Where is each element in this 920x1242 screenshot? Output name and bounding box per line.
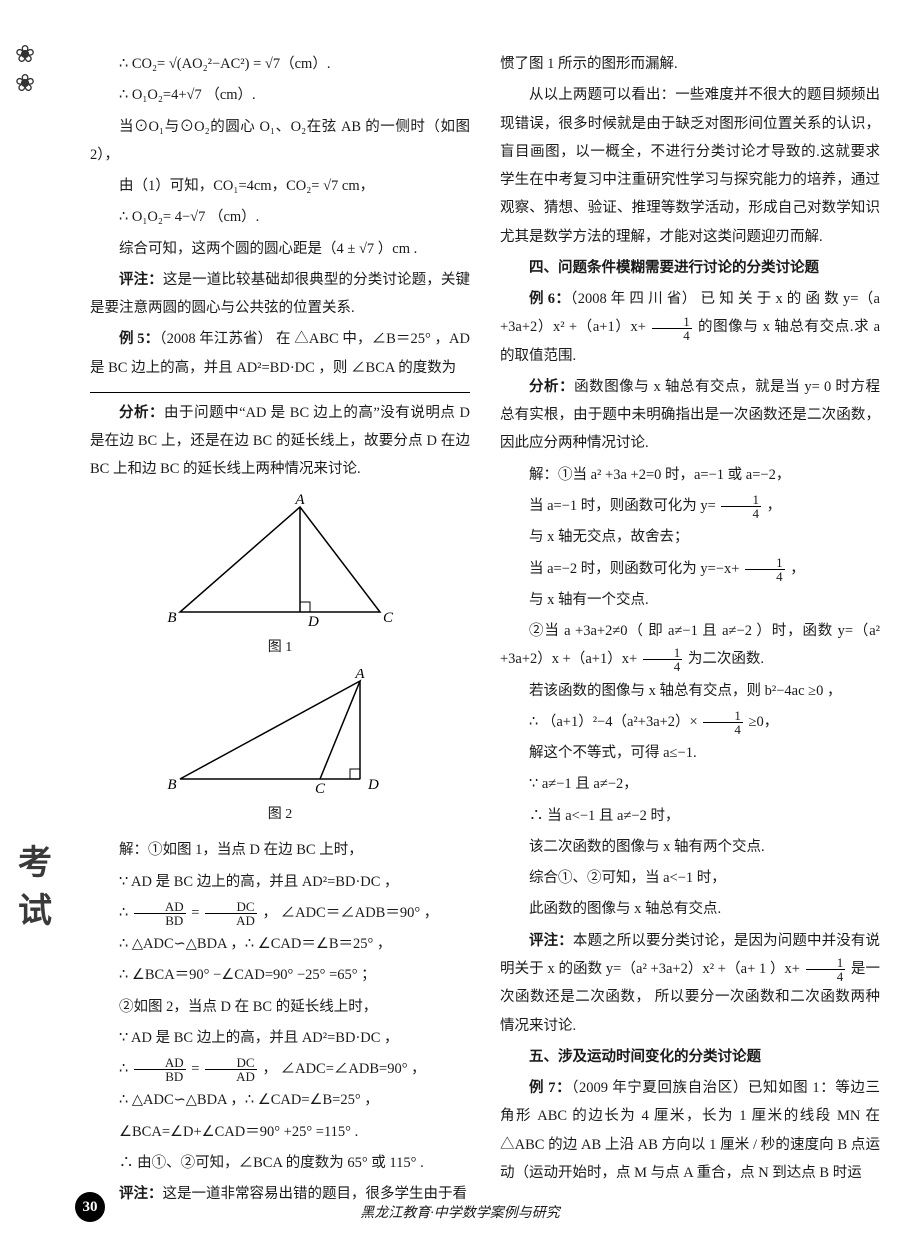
sol-line: ∴ ADBD = DCAD ， ∠ADC=∠ADB=90° ， [90, 1055, 470, 1083]
left-column: ∴ CO₂= √(AO₂²−AC²) = √7（cm）. ∴ O₁O₂=4+√7… [90, 50, 470, 1212]
sol-line: 该二次函数的图像与 x 轴有两个交点. [500, 833, 880, 861]
sol-line: ∴ ∠BCA＝90° −∠CAD=90° −25° =65° ； [90, 961, 470, 989]
footer-journal-title: 黑龙江教育·中学数学案例与研究 [0, 1202, 920, 1222]
vC: C [383, 610, 394, 626]
label-pingzhu: 评注： [529, 933, 573, 949]
label-pingzhu: 评注： [119, 272, 163, 288]
side-char-1: 考 [10, 840, 60, 888]
fraction: ADBD [134, 900, 186, 927]
sol-line: ∵ a≠−1 且 a≠−2， [500, 770, 880, 798]
fraction: 14 [643, 646, 683, 673]
fraction: 14 [806, 956, 846, 983]
label-pingzhu: 评注： [119, 1186, 163, 1202]
sol-line: ②如图 2，当点 D 在 BC 的延长线上时， [90, 993, 470, 1021]
analysis: 分析：由于问题中“AD 是 BC 边上的高”没有说明点 D 是在边 BC 上，还… [90, 399, 470, 484]
fraction: 14 [745, 556, 785, 583]
vD: D [307, 614, 319, 630]
vA: A [294, 492, 305, 508]
analysis: 分析：函数图像与 x 轴总有交点，就是当 y= 0 时方程总有实根，由于题中未明… [500, 373, 880, 458]
label-example: 例 7： [529, 1080, 571, 1096]
sol-line: ②当 a +3a+2≠0（ 即 a≠−1 且 a≠−2 ）时，函数 y=（a² … [500, 617, 880, 674]
sol-line: 若该函数的图像与 x 轴总有交点，则 b²−4ac ≥0 ， [500, 677, 880, 705]
two-column-layout: ∴ CO₂= √(AO₂²−AC²) = √7（cm）. ∴ O₁O₂=4+√7… [90, 50, 880, 1212]
fraction: 14 [703, 709, 743, 736]
fig2-caption: 图 2 [90, 801, 470, 828]
line: 综合可知，这两个圆的圆心距是（4 ± √7 ）cm . [90, 235, 470, 263]
paragraph: 从以上两题可以看出：一些难度并不很大的题目频频出现错误，很多时候就是由于缺乏对图… [500, 81, 880, 251]
sol-line: ∴ （a+1）²−4（a²+3a+2）× 14 ≥0， [500, 708, 880, 736]
fraction: DCAD [205, 1056, 257, 1083]
sol-line: 此函数的图像与 x 轴总有交点. [500, 895, 880, 923]
line: ∴ O₁O₂=4+√7 （cm）. [90, 81, 470, 109]
vB: B [167, 610, 176, 626]
sol-line: ∴ ADBD = DCAD ， ∠ADC＝∠ADB＝90° ， [90, 899, 470, 927]
sol-line: 当 a=−1 时，则函数可化为 y= 14 ， [500, 492, 880, 520]
figure-2: A B C D 图 2 [90, 669, 470, 828]
vC: C [315, 781, 326, 797]
vB: B [167, 777, 176, 793]
fraction: 14 [652, 315, 692, 342]
vA: A [354, 669, 365, 682]
line: ∴ CO₂= √(AO₂²−AC²) = √7（cm）. [90, 50, 470, 78]
sol-line: 当 a=−2 时，则函数可化为 y=−x+ 14 ， [500, 555, 880, 583]
side-char-2: 试 [10, 888, 60, 936]
sol-line: 与 x 轴无交点，故舍去； [500, 523, 880, 551]
fig1-caption: 图 1 [90, 634, 470, 661]
side-section-label: 考 试 [10, 840, 60, 935]
answer-blank [90, 386, 470, 393]
example-5: 例 5：（2008 年江苏省） 在 △ABC 中，∠B＝25° ，AD 是 BC… [90, 325, 470, 382]
fraction: 14 [721, 493, 761, 520]
fraction: ADBD [134, 1056, 186, 1083]
fraction: DCAD [205, 900, 257, 927]
ornament-glyph-2: ❀ [15, 71, 35, 97]
commentary: 评注：这是一道比较基础却很典型的分类讨论题，关键是要注意两圆的圆心与公共弦的位置… [90, 266, 470, 323]
sol-line: ∵ AD 是 BC 边上的高，并且 AD²=BD·DC ， [90, 1024, 470, 1052]
sol-line: ∴ △ADC∽△BDA ，∴ ∠CAD=∠B=25° ， [90, 1086, 470, 1114]
sol-line: 解这个不等式，可得 a≤−1. [500, 739, 880, 767]
sol-line: 解：①如图 1，当点 D 在边 BC 上时， [90, 836, 470, 864]
line: 当⊙O₁与⊙O₂的圆心 O₁、O₂在弦 AB 的一侧时（如图 2）， [90, 113, 470, 170]
section-heading-5: 五、涉及运动时间变化的分类讨论题 [500, 1043, 880, 1071]
line: ∴ O₁O₂= 4−√7 （cm）. [90, 203, 470, 231]
example-7: 例 7：（2009 年宁夏回族自治区）已知如图 1：等边三角形 ABC 的边长为… [500, 1074, 880, 1187]
sol-line: ∴ 由①、②可知，∠BCA 的度数为 65° 或 115° . [90, 1149, 470, 1177]
figure-1: A B C D 图 1 [90, 492, 470, 661]
label-fenxi: 分析： [529, 379, 574, 395]
example-6: 例 6：（2008 年 四 川 省） 已 知 关 于 x 的 函 数 y=（a … [500, 285, 880, 370]
line: 惯了图 1 所示的图形而漏解. [500, 50, 880, 78]
sol-line: ∴ 当 a<−1 且 a≠−2 时， [500, 802, 880, 830]
corner-ornament: ❀ ❀ [15, 40, 65, 120]
fig2-svg: A B C D [150, 669, 410, 799]
page: ❀ ❀ 考 试 ∴ CO₂= √(AO₂²−AC²) = √7（cm）. ∴ O… [0, 0, 920, 1242]
section-heading-4: 四、问题条件模糊需要进行讨论的分类讨论题 [500, 254, 880, 282]
sol-line: 与 x 轴有一个交点. [500, 586, 880, 614]
sol-line: 解：①当 a² +3a +2=0 时，a=−1 或 a=−2， [500, 461, 880, 489]
commentary: 评注：本题之所以要分类讨论，是因为问题中并没有说明关于 x 的函数 y=（a² … [500, 927, 880, 1040]
label-example: 例 5： [119, 331, 159, 347]
vD: D [367, 777, 379, 793]
sol-line: ∠BCA=∠D+∠CAD＝90° +25° =115° . [90, 1118, 470, 1146]
label-fenxi: 分析： [119, 405, 164, 421]
sol-line: ∵ AD 是 BC 边上的高，并且 AD²=BD·DC ， [90, 868, 470, 896]
right-column: 惯了图 1 所示的图形而漏解. 从以上两题可以看出：一些难度并不很大的题目频频出… [500, 50, 880, 1212]
fig1-svg: A B C D [150, 492, 410, 632]
sol-line: 综合①、②可知，当 a<−1 时， [500, 864, 880, 892]
label-example: 例 6： [529, 291, 570, 307]
line: 由（1）可知，CO₁=4cm，CO₂= √7 cm， [90, 172, 470, 200]
sol-line: ∴ △ADC∽△BDA ，∴ ∠CAD＝∠B＝25° ， [90, 930, 470, 958]
ornament-glyph: ❀ [15, 42, 35, 68]
